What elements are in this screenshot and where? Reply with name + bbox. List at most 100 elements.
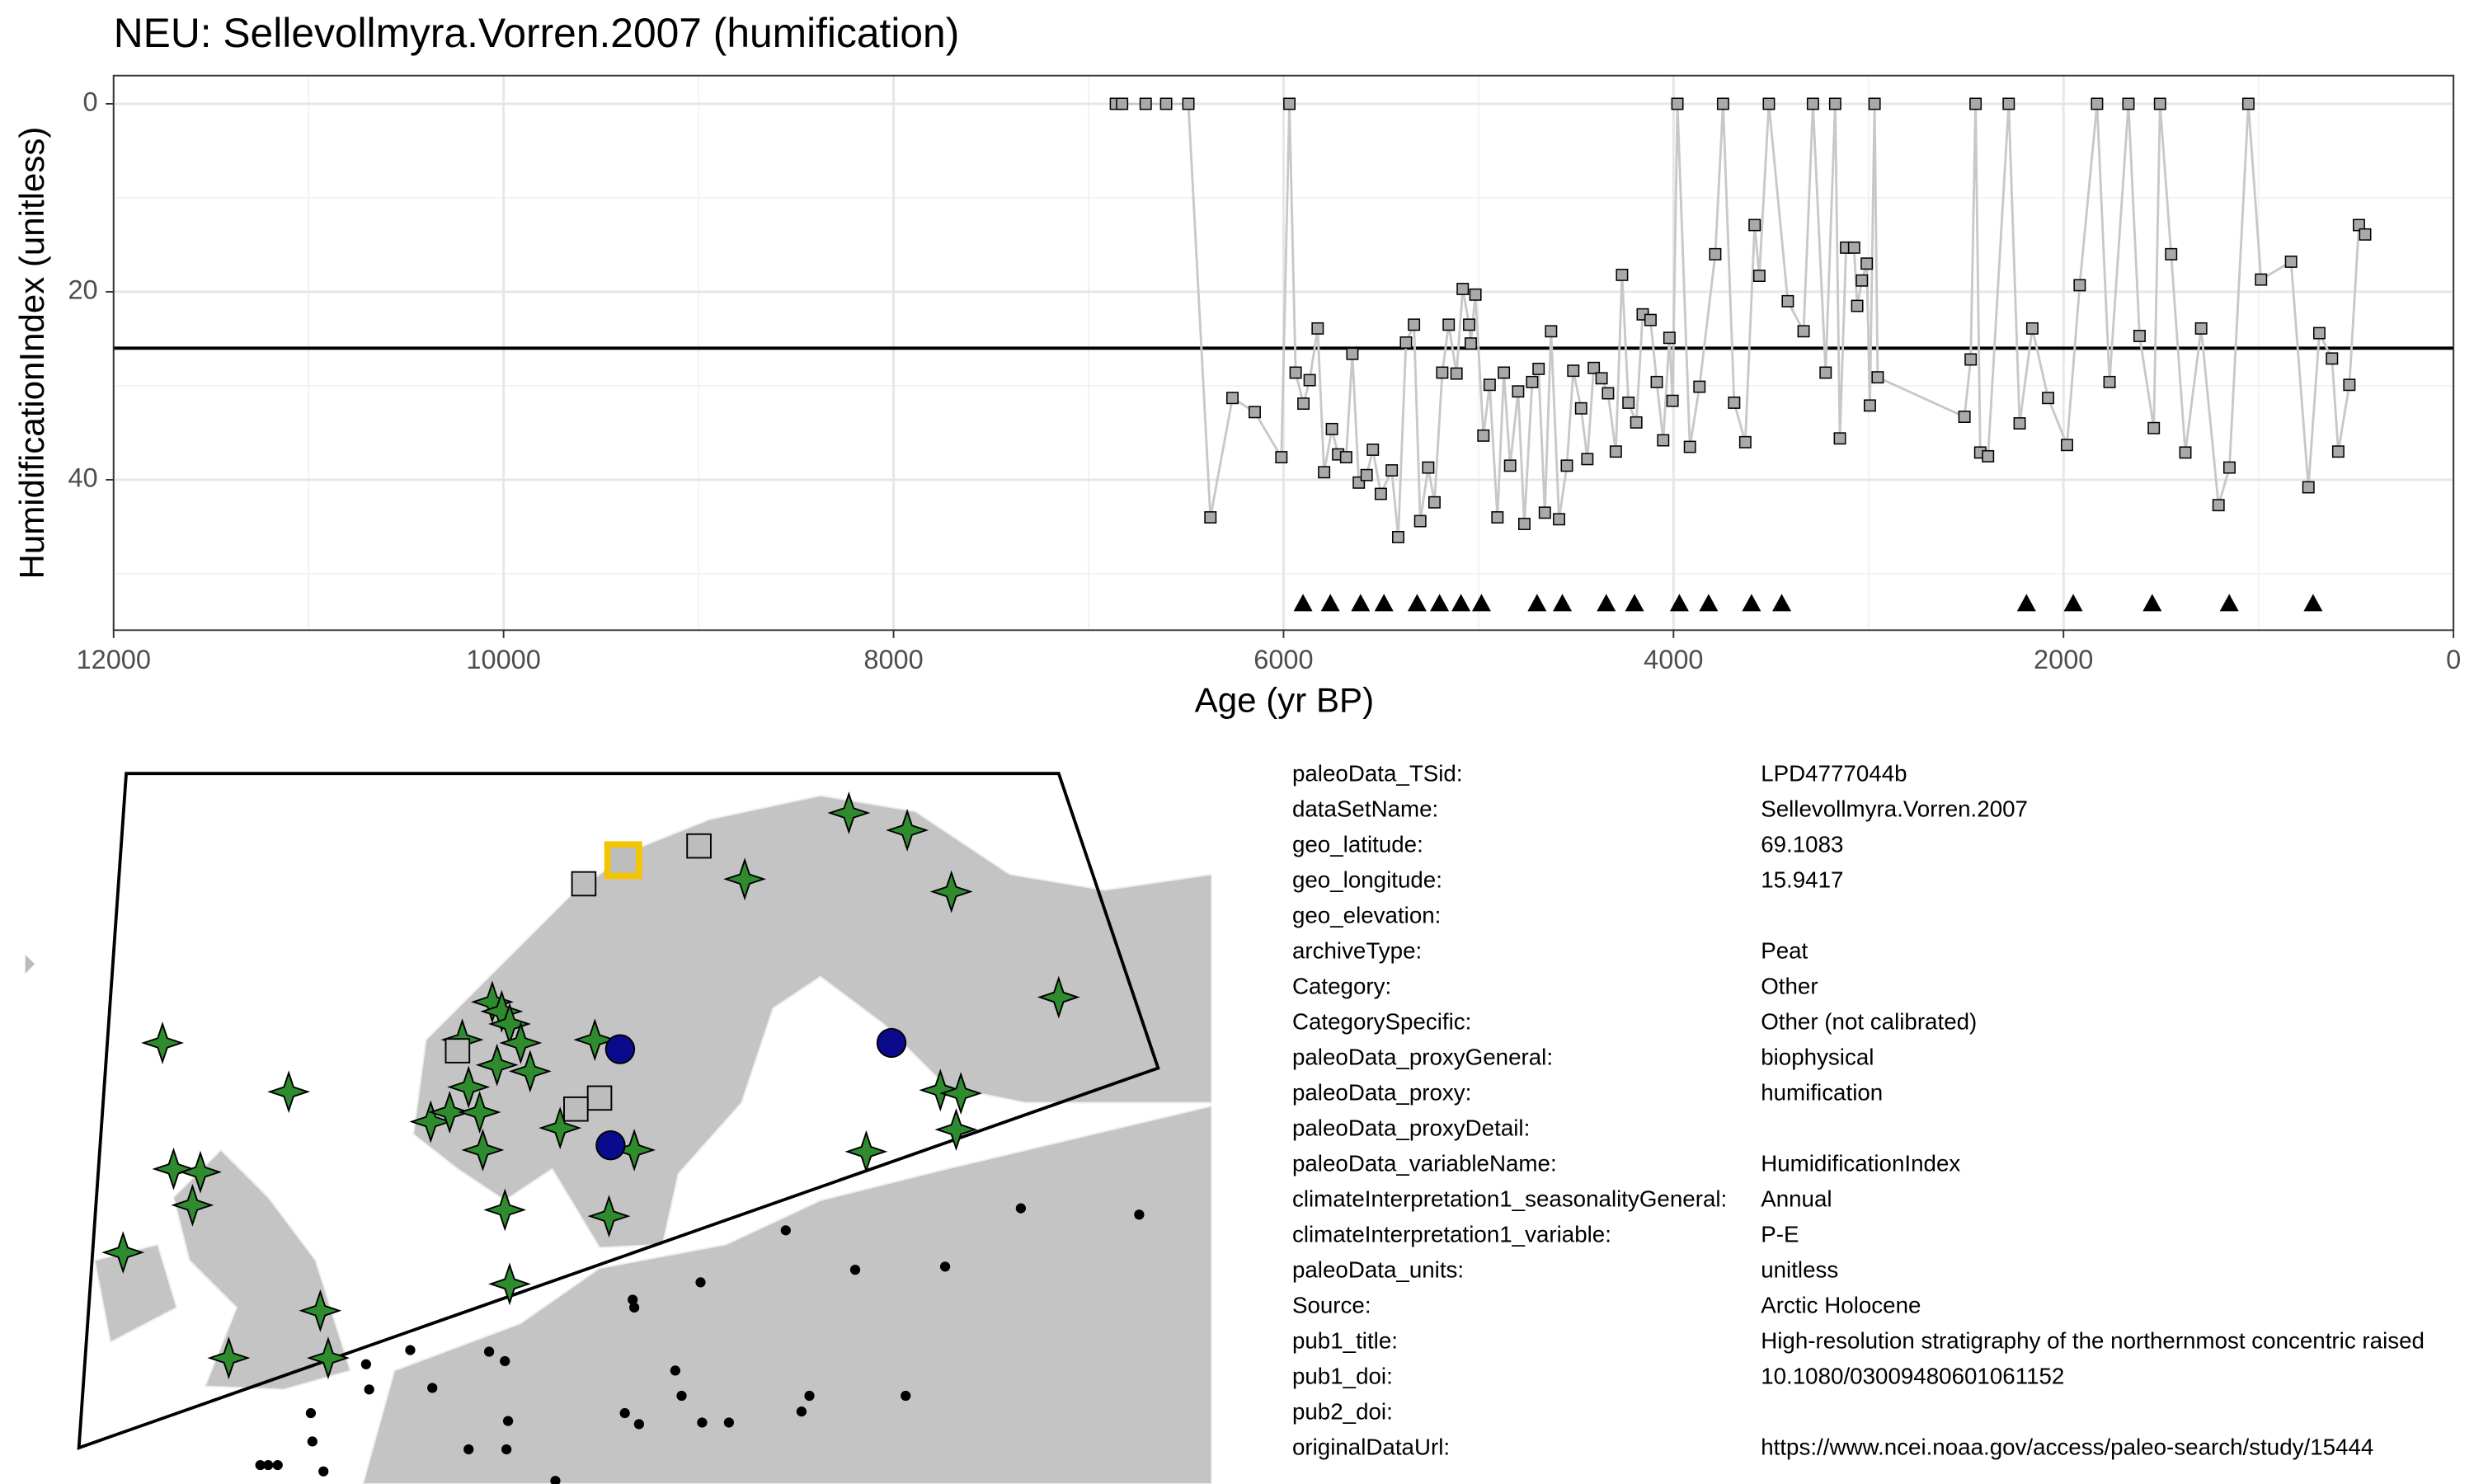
chron-marker xyxy=(1625,594,1644,612)
x-tick-label: 4000 xyxy=(1644,645,1703,674)
data-point xyxy=(1297,397,1310,411)
data-point xyxy=(1595,372,1608,385)
meta-key: pub1_title: xyxy=(1292,1327,1398,1353)
site-dot xyxy=(796,1406,807,1417)
meta-value: humification xyxy=(1761,1079,1883,1105)
site-dot xyxy=(463,1444,474,1455)
site-star xyxy=(483,1188,527,1232)
data-point xyxy=(1413,514,1427,528)
data-point xyxy=(1399,336,1413,349)
data-point xyxy=(2013,417,2026,430)
site-square xyxy=(563,1096,589,1122)
data-point xyxy=(1574,402,1587,415)
site-star xyxy=(573,1018,617,1062)
data-point xyxy=(1463,318,1476,331)
site-star xyxy=(844,1129,888,1173)
site-circle xyxy=(604,1034,636,1064)
data-point xyxy=(1325,422,1338,435)
data-point xyxy=(2061,439,2073,452)
data-point xyxy=(1385,464,1399,477)
axis-ticks: 12000 10000 8000 6000 4000 2000 0 0 20 40 xyxy=(68,87,2461,675)
x-tick-label: 6000 xyxy=(1253,645,1313,674)
meta-value: Other (not calibrated) xyxy=(1761,1008,1977,1034)
site-star xyxy=(539,1106,582,1150)
chron-marker xyxy=(1351,594,1371,612)
data-point xyxy=(1346,347,1359,360)
site-star xyxy=(934,1108,978,1152)
land xyxy=(25,954,35,974)
data-point xyxy=(2359,228,2372,241)
chron-marker xyxy=(2219,594,2239,612)
site-dot xyxy=(550,1476,561,1484)
site-star xyxy=(488,1262,531,1306)
data-point xyxy=(2302,481,2315,494)
x-tick-label: 10000 xyxy=(466,645,540,674)
meta-value: P-E xyxy=(1761,1221,1799,1247)
meta-value: 69.1083 xyxy=(1761,831,1843,857)
meta-key: geo_latitude: xyxy=(1292,831,1423,857)
data-point xyxy=(1851,299,1864,312)
map xyxy=(0,740,1212,1484)
site-star xyxy=(152,1147,195,1190)
site-dot xyxy=(500,1355,510,1367)
site-star xyxy=(306,1336,350,1380)
chron-marker xyxy=(1527,594,1547,612)
data-point xyxy=(1456,283,1470,295)
chron-marker xyxy=(2303,594,2323,612)
data-point xyxy=(1871,371,1884,384)
data-point xyxy=(1856,274,1869,287)
data-point xyxy=(1868,97,1881,110)
site-star xyxy=(929,870,973,913)
data-point xyxy=(2122,97,2135,110)
data-point xyxy=(1567,364,1580,378)
data-point xyxy=(1819,366,1832,379)
y-tick-label: 20 xyxy=(68,275,97,305)
data-point xyxy=(1436,366,1449,379)
land xyxy=(172,1148,351,1391)
meta-key: paleoData_TSid: xyxy=(1292,760,1463,786)
chron-marker xyxy=(1597,594,1616,612)
data-point xyxy=(1318,466,1331,479)
data-point xyxy=(1693,380,1706,393)
data-point xyxy=(1969,97,1982,110)
data-point xyxy=(1182,97,1195,110)
site-dot xyxy=(360,1359,371,1369)
data-point xyxy=(1204,511,1217,524)
data-point xyxy=(1159,97,1173,110)
site-dot xyxy=(633,1419,644,1430)
data-point xyxy=(1392,531,1404,543)
data-point xyxy=(2222,461,2236,474)
site-star xyxy=(267,1070,311,1114)
data-point xyxy=(1738,435,1752,448)
x-tick-label: 8000 xyxy=(863,645,923,674)
land xyxy=(362,1105,1212,1484)
site-dot xyxy=(629,1302,640,1313)
meta-key: climateInterpretation1_variable: xyxy=(1292,1221,1611,1247)
data-point xyxy=(1360,468,1373,481)
data-point xyxy=(1311,322,1324,335)
site-dot xyxy=(628,1294,638,1305)
site-star xyxy=(141,1021,185,1064)
data-point xyxy=(1666,394,1679,407)
data-point xyxy=(2326,352,2339,365)
data-point xyxy=(1427,495,1441,509)
data-point xyxy=(1283,97,1296,110)
meta-value: 10.1080/03009480601061152 xyxy=(1761,1363,2064,1388)
x-tick-label: 0 xyxy=(2446,645,2461,674)
data-point xyxy=(1139,97,1152,110)
site-dot xyxy=(483,1346,495,1357)
site-circle xyxy=(876,1027,907,1059)
data-point xyxy=(1374,487,1387,500)
x-tick-label: 12000 xyxy=(77,645,151,674)
data-point xyxy=(1587,361,1601,374)
site-dot xyxy=(697,1417,708,1428)
data-point xyxy=(1503,459,1517,472)
site-square xyxy=(586,1085,613,1111)
data-point xyxy=(1464,337,1477,350)
data-point xyxy=(2073,279,2086,292)
chron-marker xyxy=(1293,594,1313,612)
site-star xyxy=(171,1183,214,1227)
site-dot xyxy=(364,1384,374,1395)
chron-marker xyxy=(1742,594,1761,612)
